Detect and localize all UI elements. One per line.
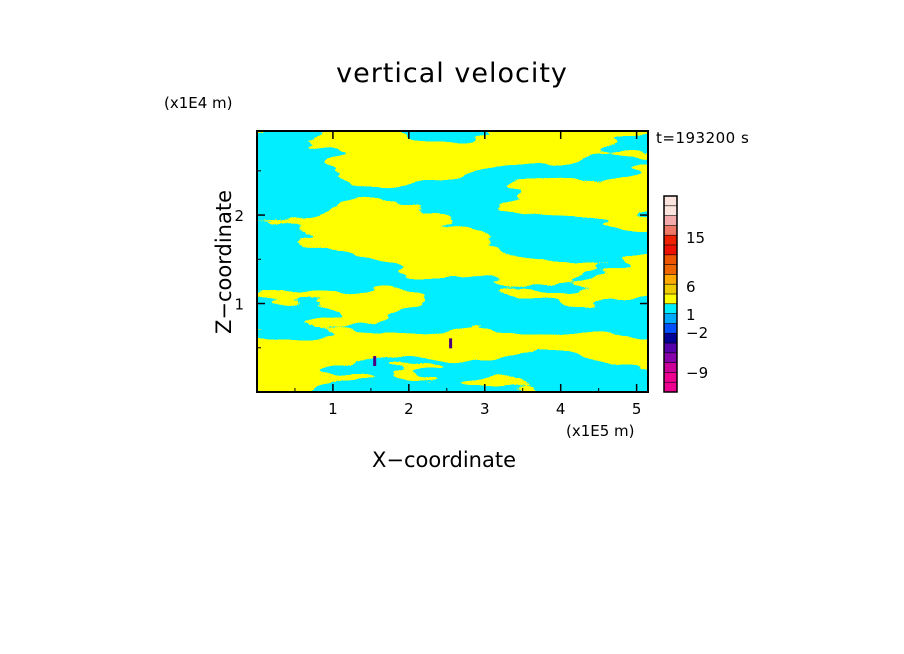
colorbar-swatch <box>664 284 677 295</box>
chart-title: vertical velocity <box>336 58 568 89</box>
z-axis-unit: (x1E4 m) <box>164 94 233 112</box>
colorbar-swatch <box>664 343 677 354</box>
colorbar-swatch <box>664 245 677 256</box>
colorbar-swatch <box>664 362 677 373</box>
x-tick-label: 1 <box>328 400 338 418</box>
x-tick-label: 2 <box>404 400 414 418</box>
colorbar-label: −2 <box>686 324 708 342</box>
positive-region <box>257 131 648 392</box>
colorbar-swatch <box>664 264 677 275</box>
colorbar-label: 15 <box>686 229 705 247</box>
y-tick-label: 2 <box>234 207 244 225</box>
colorbar-swatch <box>664 294 677 305</box>
x-ticks: 1 2 3 4 5 <box>294 131 642 418</box>
x-tick-label: 5 <box>632 400 642 418</box>
x-tick-label: 4 <box>556 400 566 418</box>
colorbar-swatch <box>664 254 677 265</box>
colorbar-swatch <box>664 235 677 246</box>
colorbar-swatch <box>664 225 677 236</box>
time-label: t=193200 s <box>656 129 750 147</box>
colorbar-swatch <box>664 205 677 216</box>
colorbar-swatch <box>664 333 677 344</box>
colorbar-swatch <box>664 382 677 393</box>
colorbar-label: 6 <box>686 278 696 296</box>
x-axis-label: X−coordinate <box>372 448 516 472</box>
y-tick-label: 1 <box>234 296 244 314</box>
colorbar-frame <box>663 195 678 393</box>
colorbar-swatch <box>664 313 677 324</box>
colorbar: 15 6 1−2 −9 <box>663 195 708 393</box>
x-tick-label: 3 <box>480 400 490 418</box>
y-ticks: 12 <box>234 170 648 349</box>
x-axis-unit: (x1E5 m) <box>566 422 635 440</box>
colorbar-swatch <box>664 196 677 207</box>
colorbar-swatch <box>664 215 677 226</box>
colorbar-swatch <box>664 323 677 334</box>
plot-frame <box>256 130 649 393</box>
colorbar-swatch <box>664 372 677 383</box>
strong-downdraft-spot <box>449 338 453 349</box>
strong-downdraft-spot <box>373 356 377 367</box>
velocity-field <box>257 131 648 392</box>
colorbar-swatch <box>664 352 677 363</box>
colorbar-label: −9 <box>686 364 708 382</box>
colorbar-swatch <box>664 303 677 314</box>
colorbar-label: 1 <box>686 306 696 324</box>
colorbar-swatch <box>664 274 677 285</box>
